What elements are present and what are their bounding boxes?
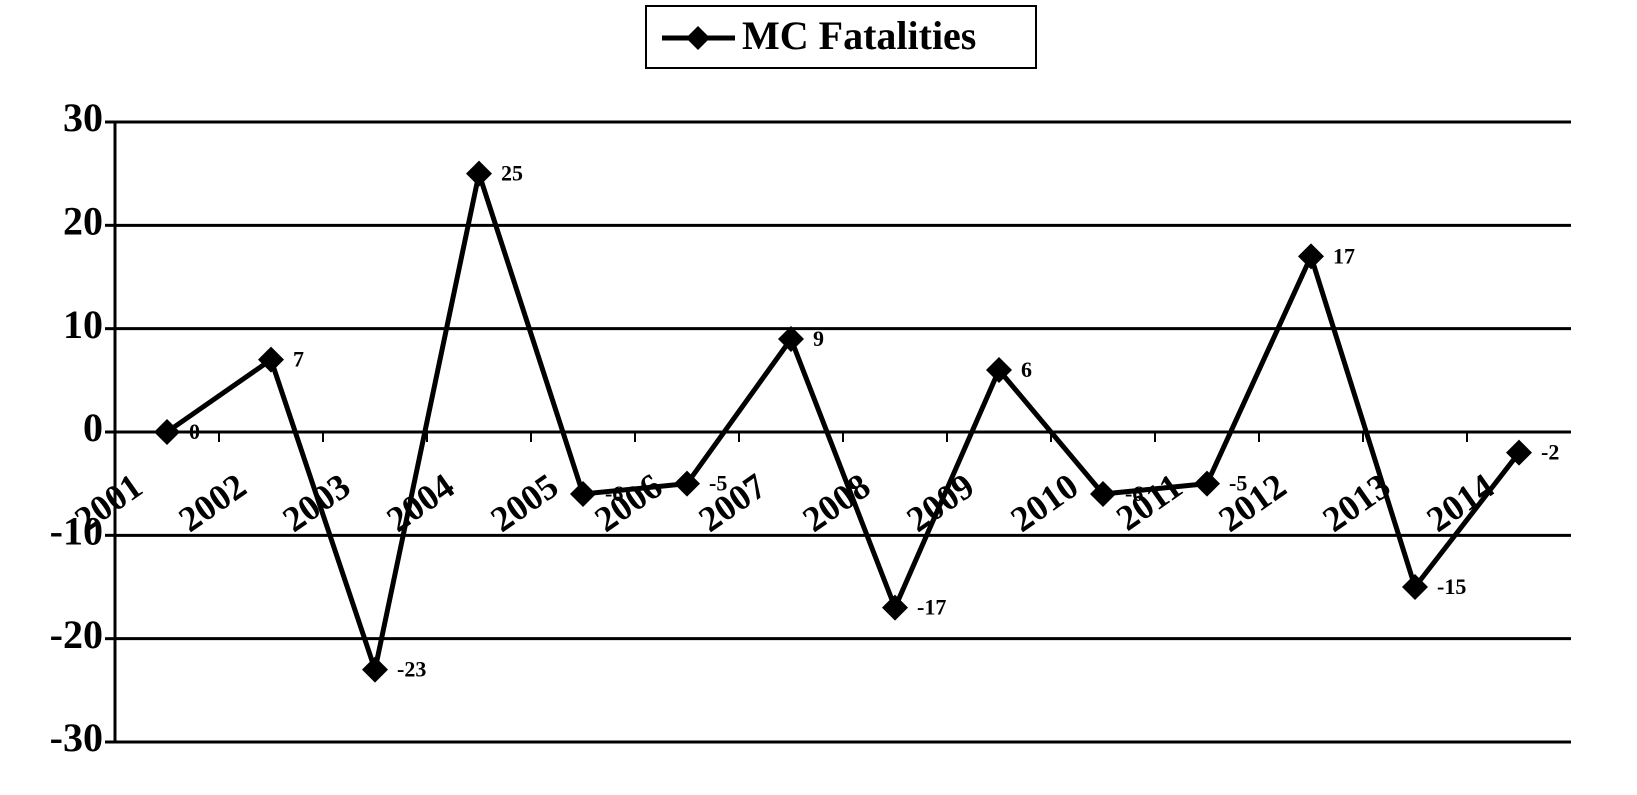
data-label: 7 [293,347,304,372]
data-label: 6 [1021,357,1032,382]
data-label: -6 [1125,481,1143,506]
y-tick-label: -10 [50,509,103,554]
marker [570,481,596,507]
marker [258,346,284,373]
data-label: -5 [709,471,727,496]
x-tick-label: 2006 [587,466,669,540]
marker [778,326,804,352]
marker [1402,574,1428,600]
x-tick-label: 2013 [1315,466,1397,540]
x-tick-label: 2011 [1109,466,1189,539]
x-tick-label: 2012 [1211,466,1293,540]
marker [466,160,492,187]
x-tick-label: 2004 [379,466,461,540]
x-tick-label: 2005 [483,466,565,540]
data-label: 17 [1333,243,1355,268]
data-label: 25 [501,161,523,186]
marker [1298,243,1324,270]
y-tick-label: 20 [63,199,103,244]
x-tick-label: 2002 [171,466,253,540]
series-line [165,163,1521,680]
data-label: -17 [917,595,946,620]
y-tick-label: -20 [50,612,103,657]
y-tick-label: 10 [63,302,103,347]
marker [154,419,180,445]
y-tick-label: -30 [50,715,103,760]
marker [674,470,700,497]
data-label: 0 [189,419,200,444]
data-label: 9 [813,326,824,351]
x-tick-label: 2010 [1003,466,1085,540]
data-label: -2 [1541,440,1559,465]
marker [882,594,908,621]
legend-label: MC Fatalities [742,13,976,58]
y-tick-label: 0 [83,405,103,450]
data-label: -6 [605,481,623,506]
x-tick-label: 2007 [691,466,773,540]
marker [1506,439,1532,466]
y-tick-label: 30 [63,95,103,140]
marker [362,656,388,683]
marker [1194,470,1220,497]
data-label: -5 [1229,471,1247,496]
data-label: -15 [1437,574,1466,599]
legend-marker [686,26,710,50]
data-label: -23 [397,657,426,682]
marker [986,357,1012,383]
marker [1090,481,1116,507]
